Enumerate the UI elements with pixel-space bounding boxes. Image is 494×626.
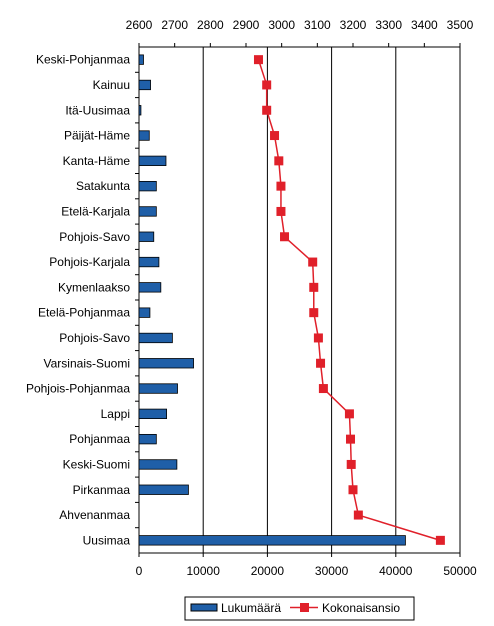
top-tick-label: 3000 (268, 18, 295, 32)
bottom-tick-label: 20000 (251, 564, 285, 578)
top-tick-label: 2700 (161, 18, 188, 32)
bottom-tick-label: 40000 (379, 564, 413, 578)
bar (138, 459, 178, 470)
category-label: Varsinais-Suomi (44, 356, 130, 370)
bottom-tick-label: 0 (136, 564, 143, 578)
line-series (253, 55, 445, 545)
legend-box (184, 596, 415, 621)
top-tick-label: 2800 (197, 18, 224, 32)
category-label: Pohjois-Karjala (49, 255, 130, 269)
line-marker (308, 257, 318, 267)
bar (138, 433, 157, 445)
line-marker (318, 384, 328, 394)
line-marker (262, 105, 272, 115)
line-marker (348, 485, 358, 495)
bar (138, 358, 194, 369)
line-marker (353, 510, 363, 520)
bottom-tick-label: 50000 (443, 564, 477, 578)
bottom-tick-label: 30000 (315, 564, 349, 578)
bar (138, 155, 167, 167)
category-label: Uusimaa (83, 533, 131, 547)
line-marker (309, 308, 319, 318)
category-label: Etelä-Karjala (61, 204, 130, 218)
line-marker (346, 459, 356, 469)
top-tick-label: 2600 (126, 18, 153, 32)
category-label: Ahvenanmaa (59, 508, 130, 522)
top-tick-label: 3400 (411, 18, 438, 32)
bar (138, 54, 144, 65)
bar (138, 206, 157, 217)
bar-series (138, 54, 406, 546)
bar (138, 130, 150, 141)
category-label: Satakunta (76, 179, 130, 193)
top-axis: 2600 2700 2800 2900 3000 3100 3200 3300 3400 3500 (126, 18, 474, 47)
category-label: Päijät-Häme (64, 129, 130, 143)
legend-label-lukumaara: Lukumäärä (221, 601, 281, 615)
top-tick-label: 3100 (304, 18, 331, 32)
line-marker (262, 80, 272, 90)
line-marker (274, 156, 284, 166)
bar (138, 332, 173, 344)
legend-label-kokonaisansio: Kokonaisansio (322, 601, 400, 615)
line-marker (346, 434, 356, 444)
line-marker (276, 181, 286, 191)
bar (138, 282, 162, 293)
category-label: Keski-Pohjanmaa (36, 53, 130, 67)
category-label: Itä-Uusimaa (65, 103, 130, 117)
legend: Lukumäärä Kokonaisansio (184, 596, 415, 621)
line-marker (280, 232, 290, 242)
category-axis: Keski-Pohjanmaa Kainuu Itä-Uusimaa Päijät-H… (26, 53, 139, 547)
line-marker (270, 131, 280, 141)
bar (138, 408, 168, 420)
bar (138, 307, 151, 318)
line-marker (276, 206, 286, 216)
category-label: Keski-Suomi (63, 457, 130, 471)
bottom-tick-label: 10000 (187, 564, 221, 578)
category-label: Pohjois-Pohjanmaa (26, 382, 130, 396)
line-marker (435, 535, 445, 545)
plot-area-frame (138, 46, 461, 554)
line-marker (313, 333, 323, 343)
top-tick-label: 3500 (447, 18, 474, 32)
category-label: Pohjois-Savo (59, 331, 130, 345)
bar (138, 79, 151, 91)
bar (138, 231, 155, 242)
bottom-axis: 0 10000 20000 30000 40000 50000 (136, 553, 477, 578)
bar (138, 256, 160, 268)
category-label: Pirkanmaa (73, 483, 131, 497)
grid-lines (202, 47, 397, 553)
category-label: Lappi (101, 407, 130, 421)
bar (138, 383, 178, 394)
legend-marker-square (300, 603, 309, 612)
top-tick-label: 2900 (233, 18, 260, 32)
category-label: Etelä-Pohjanmaa (38, 306, 130, 320)
top-tick-label: 3200 (340, 18, 367, 32)
category-label: Kymenlaakso (58, 280, 130, 294)
bar (138, 484, 189, 495)
category-label: Kanta-Häme (63, 154, 131, 168)
bar (138, 535, 406, 546)
top-tick-label: 3300 (375, 18, 402, 32)
category-label: Pohjanmaa (69, 432, 130, 446)
line-marker (253, 55, 263, 65)
legend-bar-swatch (190, 603, 218, 612)
category-label: Pohjois-Savo (59, 230, 130, 244)
line-marker (344, 409, 354, 419)
category-label: Kainuu (93, 78, 130, 92)
bar (138, 105, 142, 116)
line-marker (316, 358, 326, 368)
line-marker (309, 282, 319, 292)
bar (138, 180, 157, 192)
